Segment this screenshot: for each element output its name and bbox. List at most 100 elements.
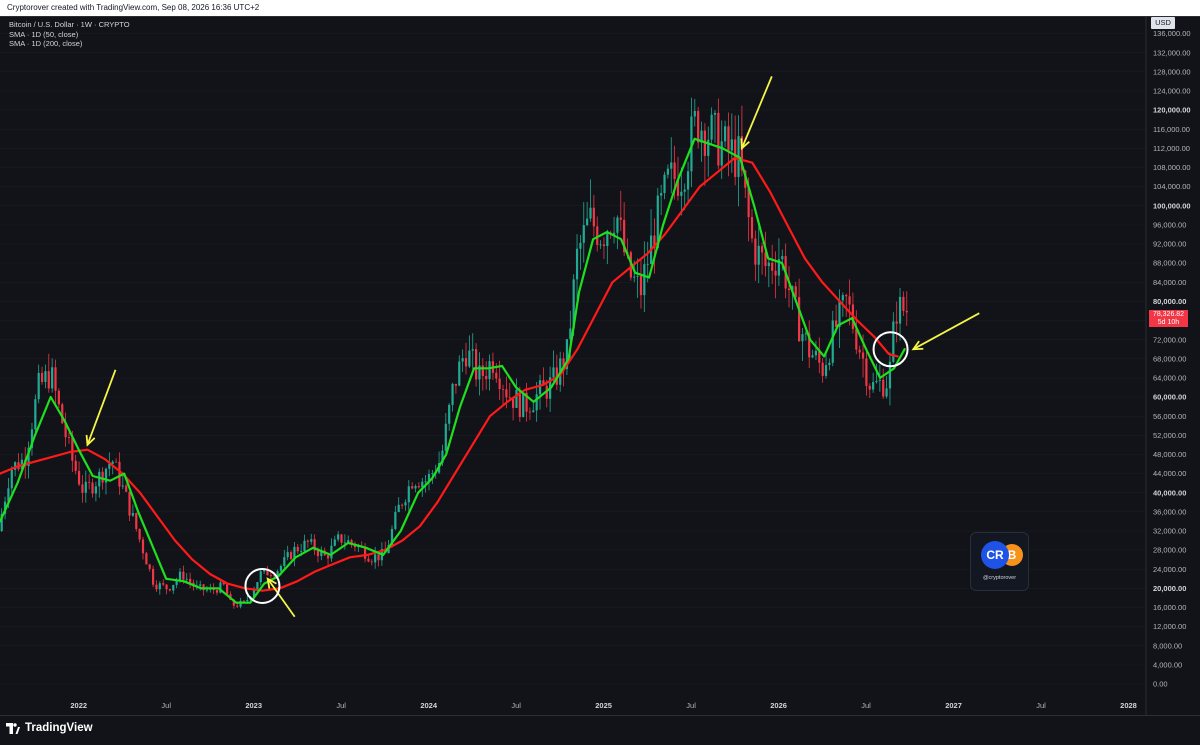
candle-body xyxy=(313,539,316,551)
candle-body xyxy=(411,486,414,489)
tradingview-logo-icon[interactable] xyxy=(6,723,20,735)
candle-body xyxy=(135,513,138,530)
price-tick-label: 84,000.00 xyxy=(1153,278,1186,287)
candles xyxy=(0,97,908,609)
legend-sma-fast[interactable]: SMA · 1D (50, close) xyxy=(9,29,79,39)
candle-body xyxy=(464,358,468,367)
candle-body xyxy=(572,279,575,329)
price-chart[interactable]: 0.00 4,000.00 8,000.00 12,000.00 16,000.00 20… xyxy=(0,0,1200,716)
candle-body xyxy=(582,225,585,243)
sma-50-line[interactable] xyxy=(0,137,906,604)
price-tick-label: 40,000.00 xyxy=(1153,488,1186,497)
candle-body xyxy=(98,471,101,487)
currency-button[interactable]: USD xyxy=(1151,17,1175,29)
candle-body xyxy=(754,238,757,265)
candle-body xyxy=(730,139,733,151)
candle-body xyxy=(151,568,155,585)
candle-body xyxy=(155,584,158,590)
candle-body xyxy=(522,392,525,418)
candle-body xyxy=(485,375,488,380)
candle-body xyxy=(633,276,636,278)
tradingview-brand[interactable]: TradingView xyxy=(25,722,93,734)
time-axis[interactable]: 2022 Jul 2023 Jul 2024 Jul 2025 Jul 2026 Jul 2027 J… xyxy=(70,701,1136,710)
candle-body xyxy=(686,171,690,190)
candle-body xyxy=(34,399,37,430)
candle-body xyxy=(400,504,404,506)
candle-body xyxy=(781,256,784,260)
bar-countdown: 5d 10h xyxy=(1157,319,1180,326)
candle-body xyxy=(868,385,871,390)
candle-body xyxy=(565,339,569,369)
candle-body xyxy=(333,539,336,546)
chart-frame[interactable] xyxy=(0,16,1200,716)
candle-body xyxy=(121,485,124,487)
candle-body xyxy=(663,174,666,194)
candle-body xyxy=(892,321,895,362)
candle-body xyxy=(289,552,293,560)
price-tick-label: 44,000.00 xyxy=(1153,469,1186,478)
price-tick-label: 64,000.00 xyxy=(1153,374,1186,383)
candle-body xyxy=(828,362,831,366)
candle-body xyxy=(821,362,824,376)
candle-body xyxy=(118,461,121,487)
price-tick-label: 88,000.00 xyxy=(1153,259,1186,268)
price-tick-label: 16,000.00 xyxy=(1153,603,1186,612)
candle-body xyxy=(818,350,821,363)
candle-body xyxy=(535,394,538,411)
candle-body xyxy=(501,388,505,390)
price-tick-label: 52,000.00 xyxy=(1153,431,1186,440)
candle-body xyxy=(431,473,434,475)
candle-body xyxy=(676,179,680,196)
candle-body xyxy=(148,564,151,569)
candle-body xyxy=(717,112,720,166)
candle-body xyxy=(878,379,881,381)
sma-200-line[interactable] xyxy=(0,156,899,592)
candle-body xyxy=(764,252,767,267)
candle-body xyxy=(226,584,229,595)
candle-body xyxy=(481,365,484,376)
candle-body xyxy=(300,551,303,552)
candle-body xyxy=(172,584,175,591)
candle-body xyxy=(757,245,760,265)
candle-body xyxy=(108,463,111,469)
candle-body xyxy=(680,191,683,196)
candle-body xyxy=(579,242,582,249)
cr-logo-icon: CR xyxy=(981,541,1009,569)
candle-body xyxy=(242,600,246,602)
price-tick-label: 104,000.00 xyxy=(1153,182,1191,191)
candle-body xyxy=(259,571,262,583)
candle-body xyxy=(199,584,202,586)
candle-body xyxy=(538,380,542,395)
candle-body xyxy=(427,474,431,482)
candle-body xyxy=(666,168,669,175)
footer-bar: TradingView xyxy=(0,716,1200,745)
candle-body xyxy=(232,599,235,606)
candle-body xyxy=(885,388,888,397)
candle-body xyxy=(888,361,892,389)
time-tick-label: 2026 xyxy=(770,701,787,710)
candle-body xyxy=(612,232,616,235)
time-tick-label: Jul xyxy=(161,701,171,710)
price-tick-label: 32,000.00 xyxy=(1153,527,1186,536)
candle-body xyxy=(838,300,841,328)
candle-body xyxy=(189,578,192,583)
candle-body xyxy=(303,540,306,552)
candle-body xyxy=(808,333,811,358)
candle-body xyxy=(831,320,834,363)
cryptorover-watermark: B CR @cryptorover xyxy=(970,532,1029,591)
annotation-arrow xyxy=(85,369,117,447)
candle-body xyxy=(643,264,646,296)
candle-body xyxy=(660,193,663,196)
legend-symbol[interactable]: Bitcoin / U.S. Dollar · 1W · CRYPTO xyxy=(9,20,130,29)
candle-body xyxy=(397,504,400,513)
price-axis[interactable]: 0.00 4,000.00 8,000.00 12,000.00 16,000.00 20… xyxy=(1153,29,1191,688)
candle-body xyxy=(673,162,676,180)
time-tick-label: Jul xyxy=(1036,701,1046,710)
candle-body xyxy=(723,126,727,142)
candle-body xyxy=(602,244,606,247)
candle-body xyxy=(101,471,104,483)
annotation-arrow xyxy=(740,76,773,151)
candle-body xyxy=(377,554,380,561)
legend-sma-slow[interactable]: SMA · 1D (200, close) xyxy=(9,39,83,48)
candle-body xyxy=(895,321,898,324)
